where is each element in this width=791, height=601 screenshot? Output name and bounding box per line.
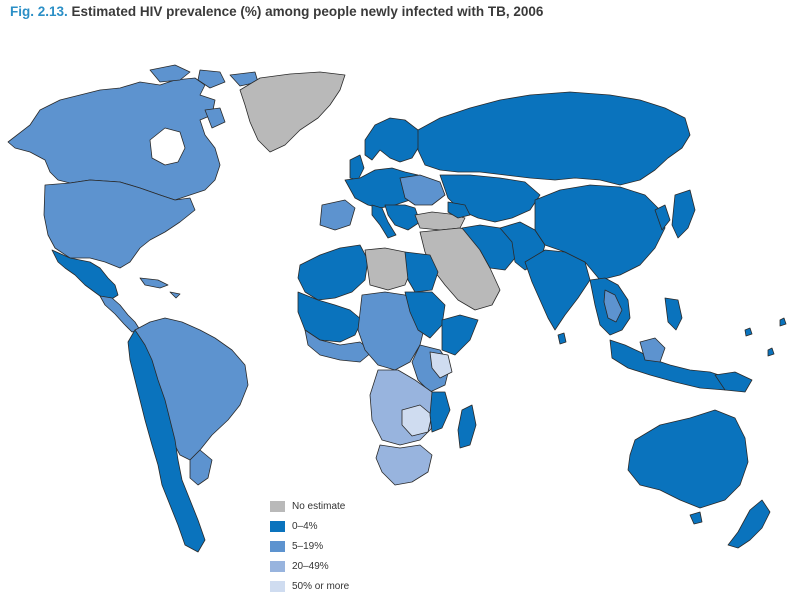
figure-title: Fig. 2.13. Estimated HIV prevalence (%) … [10, 4, 543, 19]
region-thailand-cambodia [603, 289, 623, 323]
region-new-zealand [727, 499, 771, 549]
region-turkey [414, 211, 466, 231]
legend-swatch [270, 521, 285, 532]
region-uruguay-south [189, 449, 213, 486]
region-greenland [239, 71, 346, 153]
region-borneo [639, 337, 666, 363]
legend-swatch [270, 541, 285, 552]
region-caribbean [139, 277, 181, 299]
region-iberia [319, 199, 356, 231]
legend-label: 0–4% [292, 521, 318, 532]
region-uk [349, 154, 365, 181]
legend-label: 20–49% [292, 561, 329, 572]
region-canada-alaska [7, 77, 221, 201]
region-korea-japan [654, 189, 696, 239]
region-north-africa-west [297, 244, 369, 301]
region-sri-lanka [557, 332, 567, 345]
figure-number: Fig. 2.13. [10, 4, 68, 19]
region-south-africa [375, 444, 433, 486]
legend-label: No estimate [292, 501, 346, 512]
region-philippines [664, 297, 683, 331]
legend-swatch [270, 581, 285, 592]
region-canadian-islands [149, 64, 259, 129]
region-kenya-tanzania [429, 351, 453, 379]
region-pacific-islands [744, 317, 787, 357]
legend-swatch [270, 501, 285, 512]
region-china-mongolia [534, 184, 666, 281]
region-papua-new-guinea [714, 371, 753, 393]
region-sahel-west [297, 291, 363, 343]
region-caucasus [447, 201, 471, 219]
figure-title-text: Estimated HIV prevalence (%) among peopl… [71, 4, 544, 19]
legend-label: 5–19% [292, 541, 324, 552]
region-eastern-europe [399, 174, 446, 206]
region-usa [43, 179, 196, 269]
region-balkans [384, 204, 421, 231]
region-west-africa-coast [304, 329, 373, 363]
region-sudan [404, 291, 446, 339]
region-egypt [404, 251, 439, 293]
legend-swatch [270, 561, 285, 572]
legend-label: 50% or more [292, 581, 350, 592]
region-russia [417, 91, 691, 186]
region-italy [371, 204, 397, 239]
region-mexico [51, 249, 119, 301]
region-india [524, 249, 591, 331]
region-mozambique [429, 391, 451, 433]
region-scandinavia [364, 117, 421, 163]
region-tasmania [689, 511, 703, 525]
region-zimbabwe-zambia [401, 404, 433, 437]
region-australia [627, 409, 749, 509]
region-horn-of-africa [441, 314, 479, 356]
region-andes [127, 329, 206, 553]
region-central-africa [357, 291, 426, 371]
region-hudson-bay [149, 127, 186, 166]
region-madagascar [457, 404, 477, 449]
region-central-america [99, 295, 141, 333]
